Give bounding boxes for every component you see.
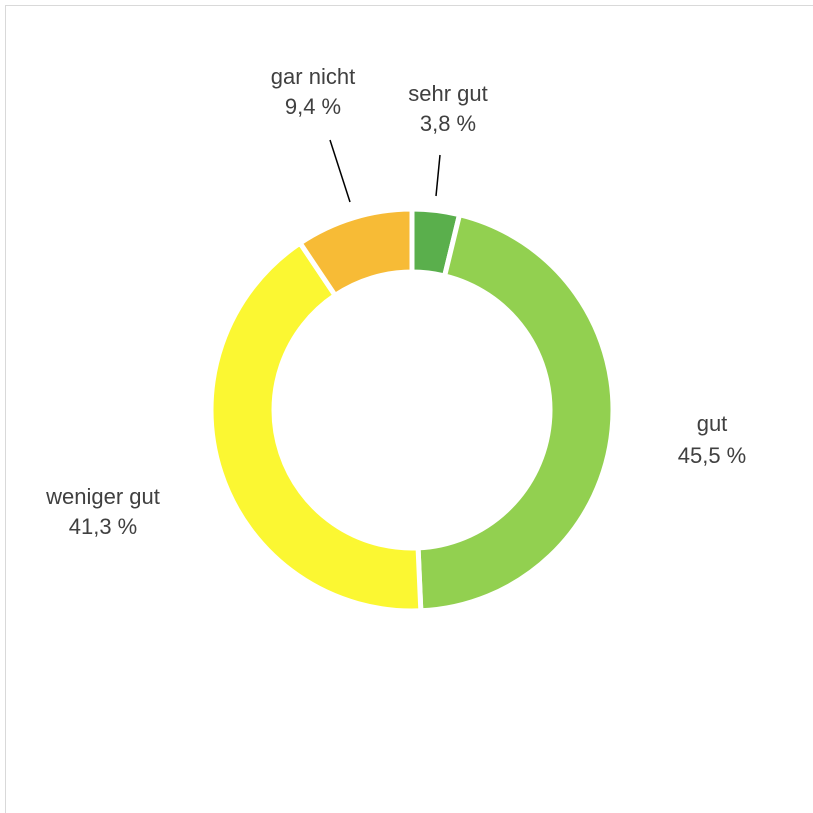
category-label: gut — [697, 411, 728, 436]
category-label: sehr gut — [408, 81, 488, 106]
value-label: 3,8 % — [420, 111, 476, 136]
chart-frame — [5, 5, 813, 813]
value-label: 9,4 % — [285, 94, 341, 119]
value-label: 41,3 % — [69, 514, 138, 539]
leader-line — [435, 154, 441, 197]
category-label: gar nicht — [271, 64, 355, 89]
donut-segment — [296, 206, 415, 299]
category-label: weniger gut — [45, 484, 160, 509]
donut-segment — [415, 211, 616, 614]
donut-segment — [208, 239, 424, 614]
leader-line — [329, 139, 351, 203]
value-label: 45,5 % — [678, 443, 747, 468]
